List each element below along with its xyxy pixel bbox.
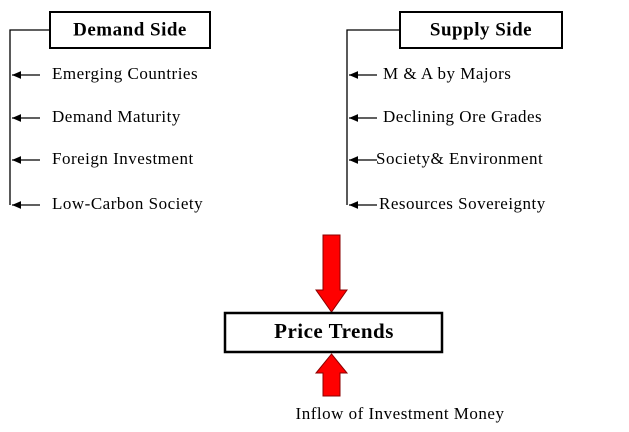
demand-item: Foreign Investment (52, 149, 194, 168)
demand-side: Demand Side Emerging Countries Demand Ma… (9, 11, 211, 213)
supply-item: Declining Ore Grades (383, 107, 542, 126)
down-arrow (315, 234, 348, 313)
demand-title: Demand Side (73, 19, 187, 40)
demand-item: Low-Carbon Society (52, 194, 203, 213)
supply-title: Supply Side (430, 19, 532, 40)
center-box (223, 311, 444, 354)
demand-connector (9, 29, 50, 205)
supply-side: Supply Side M & A by Majors Declining Or… (346, 11, 563, 213)
supply-item: Society& Environment (376, 149, 543, 168)
supply-item: M & A by Majors (383, 64, 511, 83)
supply-connector (346, 29, 400, 205)
center-label: Price Trends (274, 319, 394, 343)
demand-item: Emerging Countries (52, 64, 198, 83)
bottom-label: Inflow of Investment Money (296, 404, 505, 423)
supply-item: Resources Sovereignty (379, 194, 546, 213)
up-arrow (314, 353, 349, 397)
demand-item: Demand Maturity (52, 107, 181, 126)
